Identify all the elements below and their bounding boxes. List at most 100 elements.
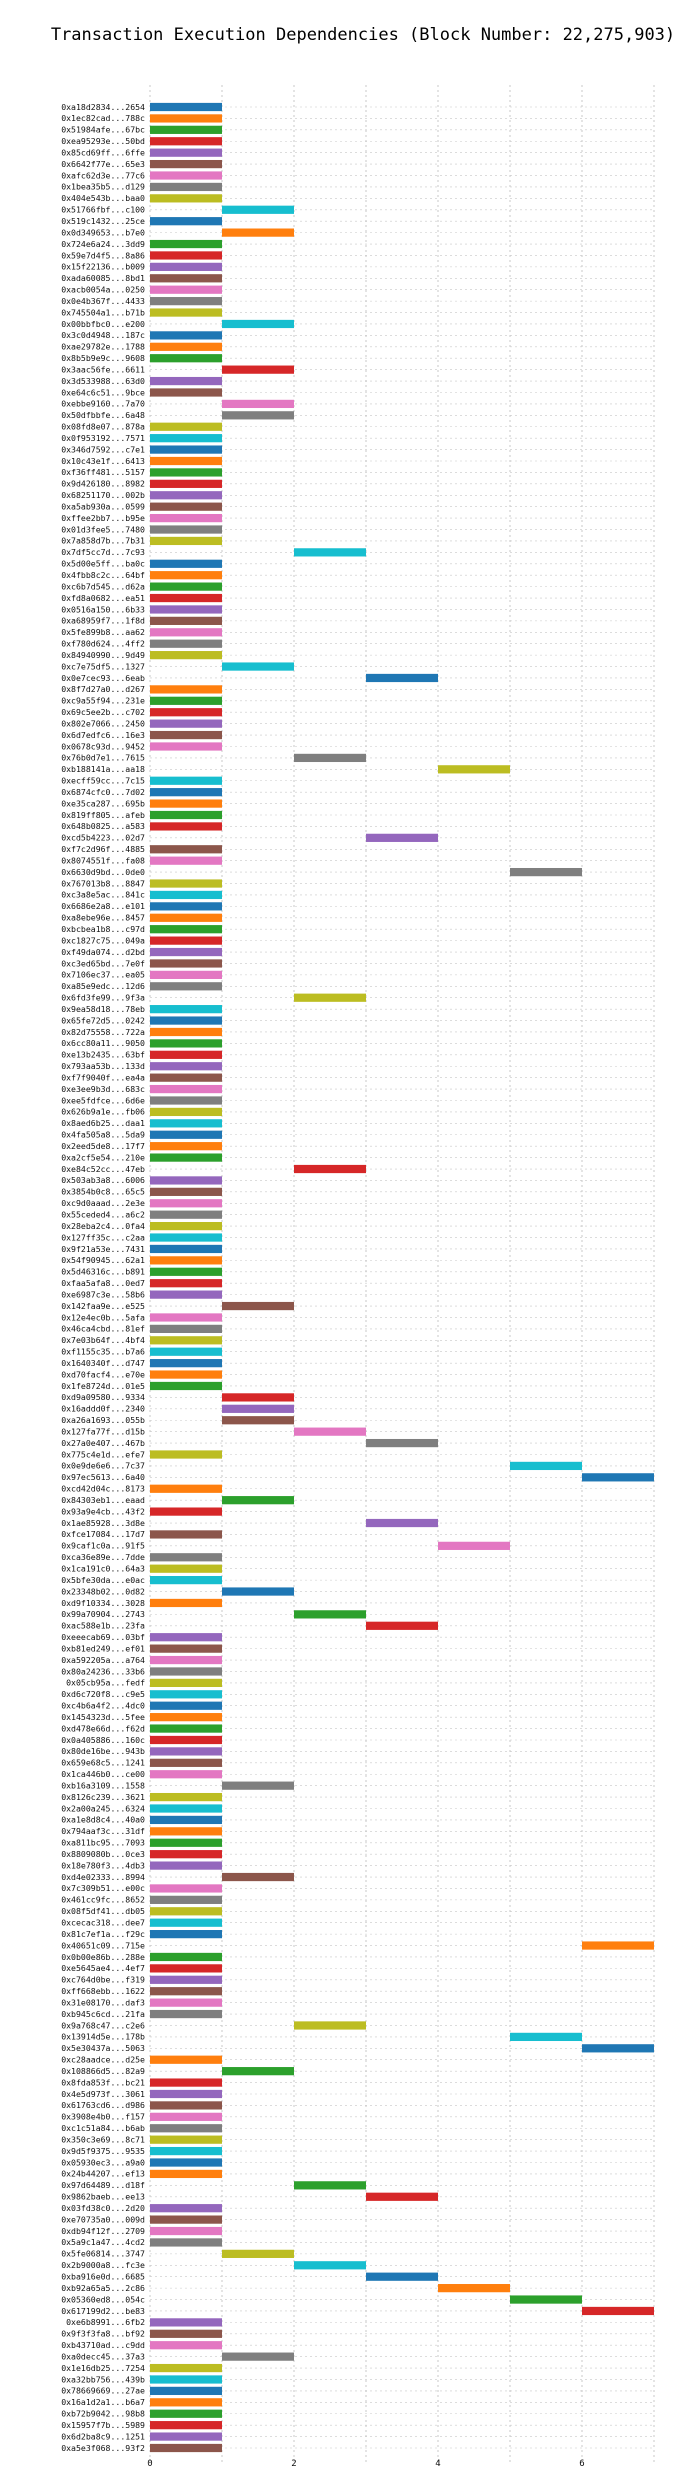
transaction-label: 0x648b0825...a583: [61, 821, 145, 831]
transaction-label: 0xecff59cc...7c15: [61, 776, 145, 786]
transaction-label: 0xe6987c3e...58b6: [61, 1289, 145, 1299]
transaction-bar: [150, 1998, 222, 2007]
transaction-label: 0x81c7ef1a...f29c: [61, 1929, 145, 1939]
transaction-bar: [150, 856, 222, 865]
transaction-bar: [150, 1713, 222, 1722]
transaction-label: 0xcd5b4223...02d7: [61, 833, 145, 843]
transaction-bar: [150, 890, 222, 900]
transaction-bar: [510, 867, 582, 877]
transaction-bar: [150, 970, 222, 979]
transaction-bar: [222, 1404, 294, 1413]
transaction-bar: [150, 1130, 222, 1139]
transaction-label: 0xac588e1b...23fa: [61, 1621, 145, 1631]
transaction-bar: [150, 1370, 222, 1379]
transaction-label: 0x0f953192...7571: [61, 433, 145, 443]
transaction-label: 0x9d426180...8982: [61, 479, 145, 489]
transaction-label: 0xada60085...8bd1: [61, 273, 145, 283]
transaction-label: 0xe3ee9b3d...683c: [61, 1084, 145, 1094]
transaction-label: 0xafc62d3e...77c6: [61, 170, 145, 180]
transaction-bar: [150, 274, 222, 283]
transaction-label: 0x1640340f...d747: [61, 1358, 145, 1368]
transaction-label: 0x775c4e1d...efe7: [61, 1449, 145, 1459]
transaction-label: 0xf1155c35...b7a6: [61, 1347, 145, 1357]
transaction-label: 0x5d46316c...b891: [61, 1267, 145, 1277]
transaction-label: 0xa592205a...a764: [61, 1655, 145, 1665]
transaction-label: 0x6fd3fe99...9f3a: [61, 993, 145, 1003]
transaction-bar: [150, 925, 222, 934]
transaction-bar: [150, 2124, 222, 2133]
transaction-bar: [150, 1359, 222, 1368]
transaction-bar: [150, 2375, 222, 2384]
transaction-bar: [150, 217, 222, 226]
transaction-label: 0x4fa505a8...5da9: [61, 1130, 145, 1140]
transaction-label: 0xfce17084...17d7: [61, 1529, 145, 1539]
transaction-label: 0x0678c93d...9452: [61, 741, 145, 751]
transaction-bar: [150, 1987, 222, 1996]
transaction-label: 0x767013b8...8847: [61, 878, 145, 888]
transaction-label: 0x7106ec37...ea05: [61, 970, 145, 980]
transaction-bar: [294, 1610, 366, 1619]
transaction-label: 0x23348b02...0d82: [61, 1586, 145, 1596]
transaction-label: 0x84303eb1...eaad: [61, 1495, 145, 1505]
transaction-label: 0x127ff35c...c2aa: [61, 1232, 145, 1242]
transaction-label: 0x127fa77f...d15b: [61, 1426, 145, 1436]
transaction-label: 0x6686e2a8...e101: [61, 901, 145, 911]
transaction-label: 0xf7c2d96f...4885: [61, 844, 145, 854]
transaction-bar: [150, 1827, 222, 1836]
transaction-label: 0x61763cd6...d986: [61, 2100, 145, 2110]
transaction-bar: [150, 879, 222, 888]
transaction-label: 0xf780d624...4ff2: [61, 639, 145, 649]
transaction-bar: [150, 525, 222, 534]
transaction-bar: [150, 1119, 222, 1128]
transaction-label: 0x8f7d27a0...d267: [61, 684, 145, 694]
transaction-label: 0xff668ebb...1622: [61, 1986, 145, 1996]
transaction-bar: [150, 2443, 222, 2453]
transaction-label: 0xba916e0d...6685: [61, 2272, 145, 2282]
transaction-label: 0xb81ed249...ef01: [61, 1643, 145, 1653]
transaction-bar: [150, 1655, 222, 1665]
transaction-bar: [150, 1735, 222, 1745]
transaction-bar: [150, 1861, 222, 1870]
transaction-bar: [222, 399, 294, 409]
transaction-label: 0x3d533988...63d0: [61, 376, 145, 386]
transaction-bar: [150, 2135, 222, 2144]
transaction-bar: [366, 673, 438, 683]
transaction-label: 0xd70facf4...e70e: [61, 1369, 145, 1379]
transaction-bar: [150, 822, 222, 831]
transaction-label: 0x0e7cec93...6eab: [61, 673, 145, 683]
transaction-label: 0x2a00a245...6324: [61, 1803, 145, 1813]
transaction-bar: [150, 959, 222, 968]
transaction-bar: [150, 639, 222, 648]
transaction-label: 0x0e4b367f...4433: [61, 296, 145, 306]
transaction-bar: [150, 1530, 222, 1539]
transaction-label: 0x6d7edfc6...16e3: [61, 730, 145, 740]
transaction-label: 0x13914d5e...178b: [61, 2032, 145, 2042]
transaction-label: 0x7e03b64f...4bf4: [61, 1335, 145, 1345]
transaction-label: 0x99a70904...2743: [61, 1609, 145, 1619]
transaction-bar: [150, 1210, 222, 1219]
transaction-label: 0xfaa5afa8...0ed7: [61, 1278, 145, 1288]
transaction-label: 0xea95293e...50bd: [61, 136, 145, 146]
transaction-bar: [150, 2204, 222, 2213]
transaction-bar: [150, 1107, 222, 1117]
transaction-label: 0xdb94f12f...2709: [61, 2226, 145, 2236]
transaction-label: 0x15f22136...b009: [61, 262, 145, 272]
transaction-bar: [150, 1918, 222, 1927]
transaction-label: 0x3908e4b0...f157: [61, 2112, 145, 2122]
transaction-label: 0x0b00e86b...288e: [61, 1952, 145, 1962]
transaction-label: 0x8126c239...3621: [61, 1792, 145, 1802]
transaction-label: 0x503ab3a8...6006: [61, 1175, 145, 1185]
transaction-bar: [150, 1667, 222, 1676]
transaction-bar: [150, 1701, 222, 1710]
transaction-label: 0xa2cf5e54...210e: [61, 1152, 145, 1162]
transaction-label: 0xf49da074...d2bd: [61, 947, 145, 957]
transaction-label: 0xee5fdfce...6d6e: [61, 1095, 145, 1105]
transaction-bar: [150, 1964, 222, 1973]
transaction-bar: [222, 1781, 294, 1790]
transaction-bar: [150, 114, 222, 123]
transaction-label: 0x6874cfc0...7d02: [61, 787, 145, 797]
transaction-label: 0xa0decc45...37a3: [61, 2351, 145, 2361]
transaction-bar: [150, 742, 222, 751]
transaction-label: 0x8b5b9e9c...9608: [61, 353, 145, 363]
transaction-label: 0xc1c51a84...b6ab: [61, 2123, 145, 2133]
